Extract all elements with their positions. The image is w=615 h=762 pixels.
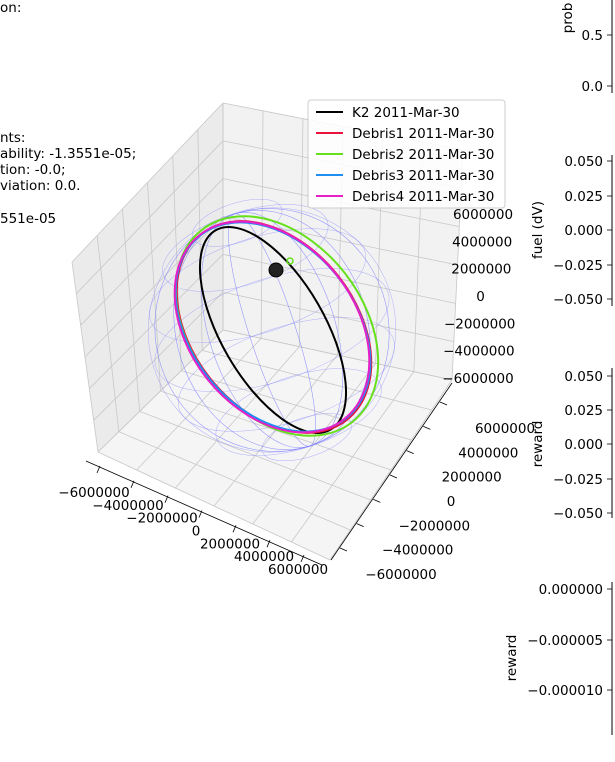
- grid-line: [291, 371, 415, 543]
- earth-meridian: [154, 208, 390, 452]
- y-tick-label: 2000000: [442, 470, 502, 486]
- panel-tick-label: 0.000: [564, 223, 603, 239]
- k2-satellite-marker: [268, 262, 284, 278]
- y-axis-line: [330, 382, 453, 561]
- legend-frame: [307, 99, 506, 209]
- x-tick-label: 2000000: [200, 536, 260, 552]
- x-tick: [164, 495, 169, 503]
- y-tick: [423, 425, 431, 430]
- legend: K2 2011-Mar-30 Debris1 2011-Mar-30 Debris2…: [307, 99, 506, 209]
- z-tick-group: 6000000 4000000 2000000 0 −2000000 −4000000 −6…: [442, 207, 515, 387]
- y-tick: [373, 498, 381, 503]
- legend-label: Debris1 2011-Mar-30: [352, 126, 494, 142]
- y-tick: [356, 523, 364, 528]
- grid-line: [97, 329, 224, 453]
- panel-tick-label: −0.000010: [527, 683, 603, 699]
- x-tick: [232, 525, 237, 533]
- x-tick-label: −2000000: [126, 511, 197, 527]
- x-tick-group: −6000000−4000000−20000000200000040000006…: [58, 465, 328, 578]
- y-tick: [406, 450, 414, 455]
- y-tick: [339, 547, 348, 552]
- side-text-line-4: tion: -0.0;: [0, 162, 66, 178]
- panel-ylabel: reward: [530, 421, 546, 468]
- side-text-line-1: on:: [0, 0, 22, 16]
- side-panels: prob 0.5 0.0 fuel (dV) 0.050 0.025 0.000 −0.025…: [504, 0, 613, 735]
- z-tick-label: 6000000: [453, 207, 513, 223]
- x-axis-line: [85, 460, 323, 566]
- x-tick-label: 4000000: [234, 549, 294, 565]
- x-tick-label: 6000000: [268, 562, 328, 578]
- panel-tick-label: 0.000000: [539, 582, 603, 598]
- panel-tick-label: 0.5: [582, 28, 603, 44]
- panel-tick-label: 0.000: [564, 437, 603, 453]
- y-tick-label: −4000000: [382, 543, 453, 559]
- orbit-paths: [173, 215, 380, 437]
- side-text-line-3: ability: -1.3551e-05;: [0, 146, 137, 162]
- side-text-line-5: viation: 0.0.: [0, 178, 81, 194]
- x-tick-label: −6000000: [58, 485, 129, 501]
- panel-tick-label: −0.050: [553, 292, 603, 308]
- side-text-line-2: nts:: [0, 130, 26, 146]
- x-tick: [266, 540, 271, 548]
- panel-tick-label: −0.000005: [527, 633, 603, 649]
- panel-tick-label: 0.050: [564, 154, 603, 170]
- panel-tick-label: 0.025: [564, 189, 603, 205]
- x-tick: [130, 480, 135, 488]
- panel-ylabel: fuel (dV): [530, 201, 546, 259]
- y-tick: [389, 474, 398, 479]
- panel-tick-label: −0.050: [553, 506, 603, 522]
- grid-line: [329, 379, 453, 561]
- z-tick-label: −4000000: [443, 344, 514, 360]
- z-tick-label: −6000000: [442, 371, 513, 387]
- earth-parallel: [215, 368, 382, 456]
- orbit-line: [173, 220, 371, 434]
- debris-marker: [286, 257, 294, 265]
- grid-line: [222, 291, 454, 343]
- panel-tick-label: 0.025: [564, 403, 603, 419]
- legend-label: K2 2011-Mar-30: [352, 105, 460, 121]
- y-tick-label: 4000000: [458, 445, 518, 461]
- y-tick: [439, 401, 448, 406]
- x-tick-label: −4000000: [92, 498, 163, 514]
- side-text-line-6: 551e-05: [0, 211, 57, 227]
- x-tick: [96, 465, 101, 474]
- earth-parallel: [149, 228, 367, 343]
- z-tick-label: −2000000: [444, 316, 515, 332]
- x-tick-label: 0: [192, 524, 201, 540]
- legend-label: Debris3 2011-Mar-30: [352, 168, 494, 184]
- panel-tick-label: 0.0: [582, 79, 603, 95]
- z-tick-label: 2000000: [451, 262, 511, 278]
- z-tick-label: 4000000: [452, 234, 512, 250]
- earth-parallel: [177, 317, 395, 432]
- y-tick-group: 6000000 4000000 2000000 0 −2000000 −4000000 −6…: [339, 401, 535, 583]
- earth-parallel: [154, 268, 390, 392]
- y-tick-label: −6000000: [365, 567, 436, 583]
- panel-tick-label: 0.050: [564, 369, 603, 385]
- panel-ylabel: reward: [504, 635, 520, 682]
- legend-label: Debris2 2011-Mar-30: [352, 147, 494, 163]
- grid-line: [222, 329, 453, 381]
- x-tick: [198, 510, 203, 518]
- y-tick-label: −2000000: [399, 518, 470, 534]
- legend-label: Debris4 2011-Mar-30: [352, 189, 494, 205]
- y-tick-label: 6000000: [475, 421, 535, 437]
- panel-tick-label: −0.025: [553, 258, 603, 274]
- panel-tick-label: −0.025: [553, 472, 603, 488]
- earth-parallel: [162, 204, 329, 292]
- panel-ylabel: prob: [560, 3, 576, 34]
- z-tick-label: 0: [476, 289, 485, 305]
- x-tick: [300, 554, 305, 563]
- y-tick-label: 0: [447, 494, 456, 510]
